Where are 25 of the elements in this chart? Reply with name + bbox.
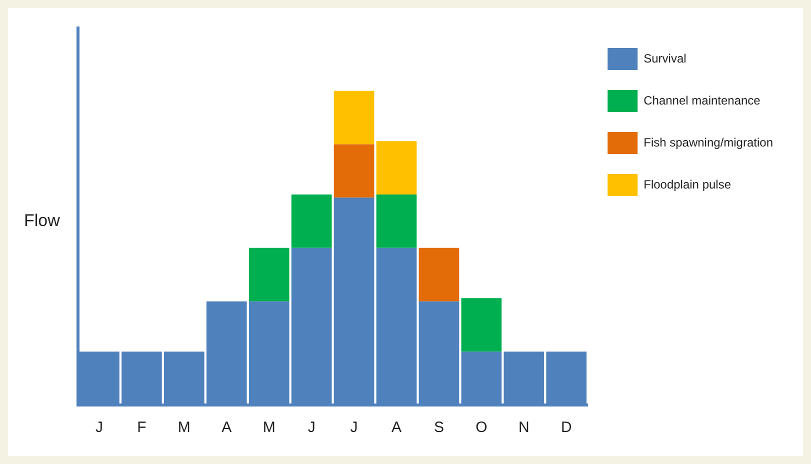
- x-tick-label: O: [476, 419, 488, 436]
- x-tick-label: A: [222, 419, 232, 436]
- bar: [334, 90, 374, 144]
- bar: [376, 194, 417, 248]
- x-tick-label: J: [308, 419, 316, 436]
- x-tick-label: A: [391, 419, 402, 436]
- legend-label: Floodplain pulse: [644, 177, 732, 192]
- bar: [418, 248, 460, 302]
- x-tick-label: F: [137, 419, 146, 436]
- legend-label: Fish spawning/migration: [644, 135, 774, 150]
- x-tick-label: M: [262, 419, 276, 436]
- x-tick-label: S: [434, 419, 444, 436]
- bar: [248, 248, 290, 302]
- bar: [334, 144, 374, 198]
- x-tick-label: J: [350, 419, 358, 436]
- x-tick-label: J: [95, 419, 103, 436]
- bar: [461, 298, 502, 352]
- x-tick-label: M: [178, 419, 190, 436]
- legend-label: Survival: [644, 51, 686, 66]
- y-axis-title: Flow: [24, 211, 60, 231]
- x-tick-label: N: [518, 419, 530, 436]
- x-tick-label: D: [560, 419, 572, 436]
- bar: [376, 141, 417, 195]
- legend-label: Channel maintenance: [644, 93, 761, 108]
- bar: [291, 194, 332, 248]
